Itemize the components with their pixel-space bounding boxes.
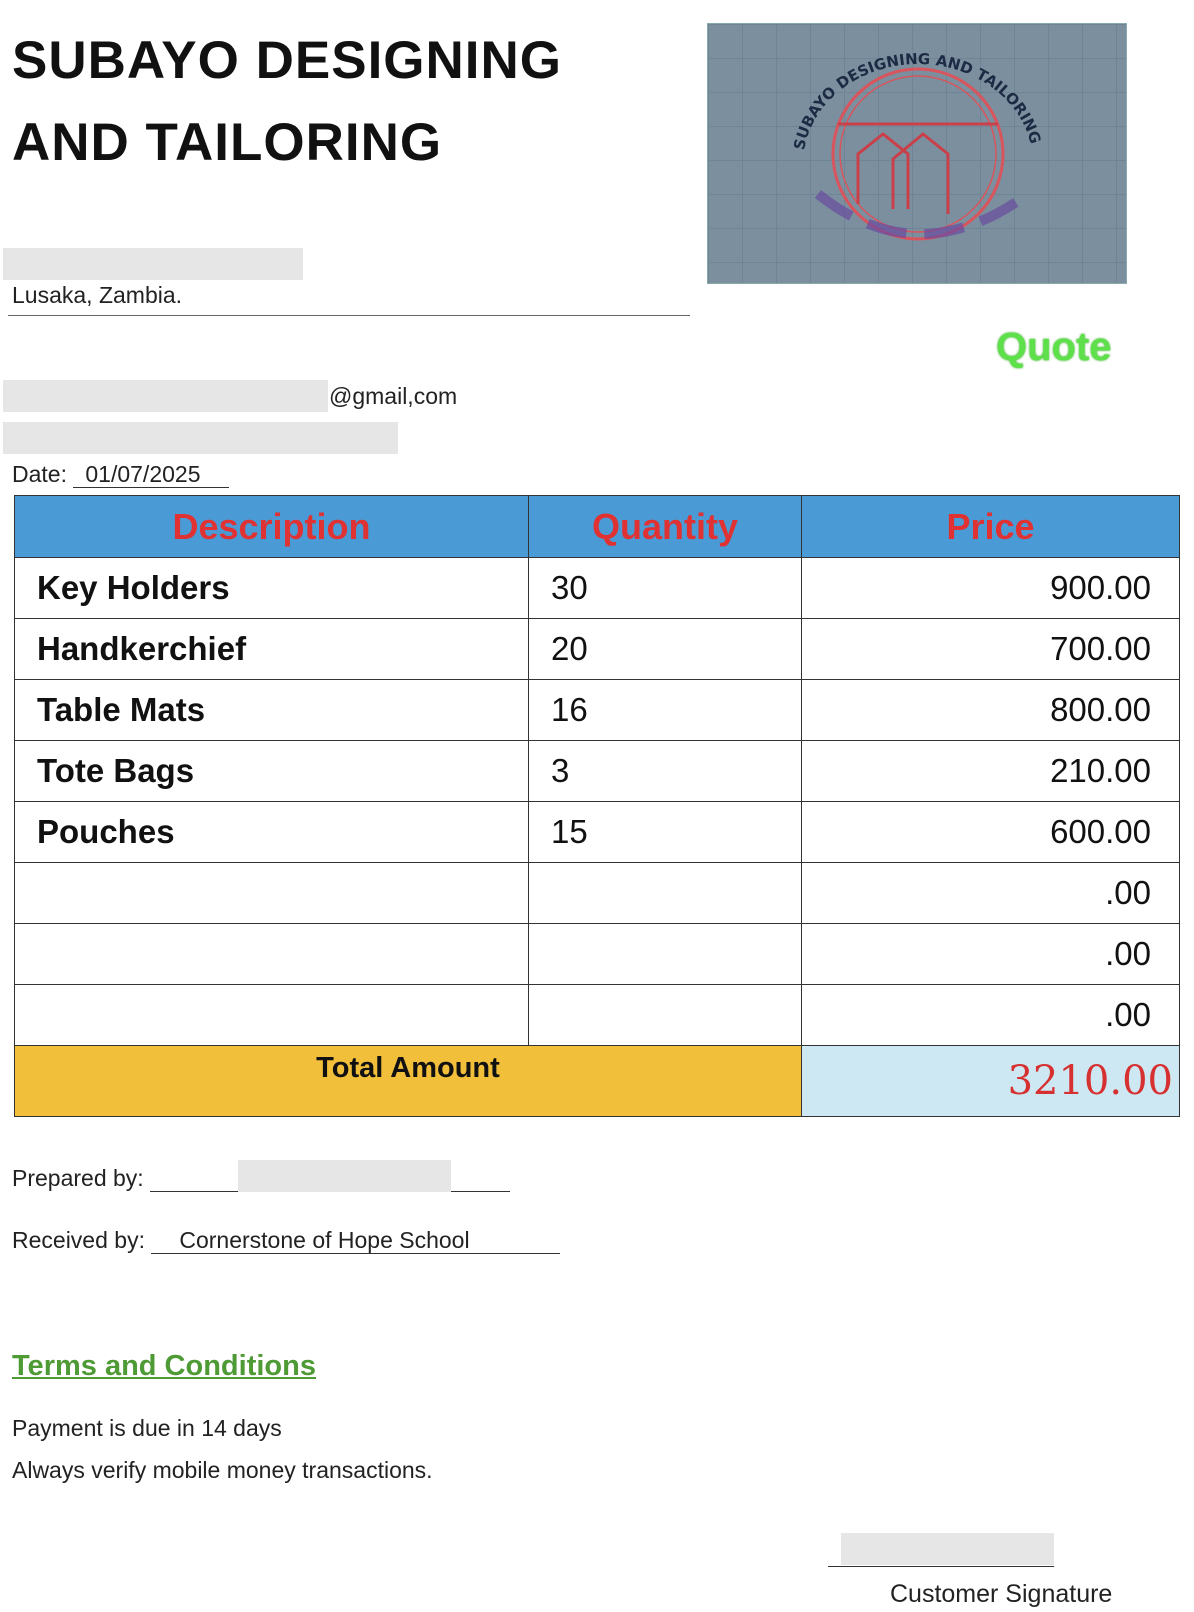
prepared-by-label: Prepared by: [12,1165,144,1191]
item-description: Pouches [14,801,529,863]
item-description: Table Mats [14,679,529,741]
item-quantity: 20 [528,618,802,680]
redacted-address [3,248,303,280]
header-description: Description [14,495,529,558]
total-label: Total Amount [14,1045,802,1117]
redacted-signature [841,1533,1054,1565]
items-table: Description Quantity Price Key Holders 30… [14,495,1180,1117]
signature-line [828,1566,1054,1567]
item-quantity [528,862,802,924]
item-price: .00 [801,923,1180,985]
company-name-line2: AND TAILORING [12,113,443,172]
item-description: Handkerchief [14,618,529,680]
item-description: Tote Bags [14,740,529,802]
item-quantity: 3 [528,740,802,802]
item-description: Key Holders [14,557,529,619]
divider [8,315,690,316]
item-price: .00 [801,984,1180,1046]
item-quantity [528,984,802,1046]
table-row: Tote Bags 3 210.00 [14,740,1180,802]
item-description [14,923,529,985]
doc-type-label: Quote [996,325,1112,369]
table-row: Pouches 15 600.00 [14,801,1180,863]
total-row: Total Amount 3210.00 [14,1045,1180,1117]
date-label: Date: [12,461,67,487]
logo-text: SUBAYO DESIGNING AND TAILORING [790,50,1044,151]
company-logo: SUBAYO DESIGNING AND TAILORING [707,23,1127,284]
item-price: 900.00 [801,557,1180,619]
table-row: Handkerchief 20 700.00 [14,618,1180,680]
company-name-line1: SUBAYO DESIGNING [12,31,563,90]
email-suffix: @gmail,com [329,383,458,409]
item-quantity: 16 [528,679,802,741]
header-quantity: Quantity [528,495,802,558]
redacted-email [3,380,328,412]
company-city: Lusaka, Zambia. [12,282,183,308]
item-price: 800.00 [801,679,1180,741]
item-description [14,984,529,1046]
redacted-preparer [238,1160,451,1192]
terms-line: Always verify mobile money transactions. [12,1457,433,1483]
table-row: .00 [14,923,1180,985]
table-row: .00 [14,984,1180,1046]
table-row: .00 [14,862,1180,924]
received-by-value: Cornerstone of Hope School [151,1227,560,1254]
item-price: 700.00 [801,618,1180,680]
table-row: Table Mats 16 800.00 [14,679,1180,741]
header-price: Price [801,495,1180,558]
total-value: 3210.00 [801,1045,1180,1117]
terms-title: Terms and Conditions [12,1350,316,1382]
item-price: 210.00 [801,740,1180,802]
item-quantity: 15 [528,801,802,863]
date-value: 01/07/2025 [73,461,229,488]
item-price: .00 [801,862,1180,924]
item-quantity [528,923,802,985]
date-field: Date: 01/07/2025 [12,461,229,488]
item-price: 600.00 [801,801,1180,863]
signature-label: Customer Signature [890,1580,1113,1608]
item-description [14,862,529,924]
redacted-phone [3,422,398,454]
table-row: Key Holders 30 900.00 [14,557,1180,619]
received-by-label: Received by: [12,1227,145,1253]
terms-line: Payment is due in 14 days [12,1415,282,1441]
item-quantity: 30 [528,557,802,619]
received-by-field: Received by: Cornerstone of Hope School [12,1227,560,1254]
